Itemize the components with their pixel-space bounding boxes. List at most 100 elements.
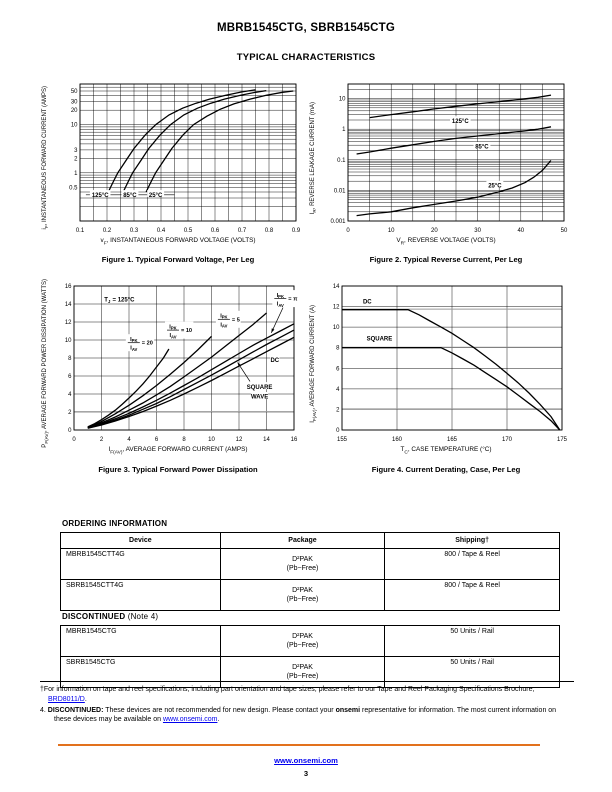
svg-text:25°C: 25°C: [488, 184, 502, 190]
svg-text:16: 16: [65, 284, 72, 290]
figure-2-x-axis-title: VR, REVERSE VOLTAGE (VOLTS): [396, 237, 496, 247]
svg-text:170: 170: [502, 437, 513, 443]
table-row: MBRB1545CTG D²PAK (Pb−Free) 50 Units / Ra…: [60, 625, 560, 657]
footer-website-link[interactable]: www.onsemi.com: [274, 756, 338, 765]
svg-text:0.5: 0.5: [184, 228, 193, 234]
svg-text:= 20: = 20: [142, 341, 153, 347]
device-cell: SBRB1545CTT4G: [60, 579, 221, 611]
svg-text:4: 4: [68, 392, 72, 398]
svg-text:4: 4: [336, 387, 340, 393]
svg-text:0.4: 0.4: [157, 228, 166, 234]
svg-text:6: 6: [336, 367, 340, 373]
svg-text:0: 0: [72, 437, 76, 443]
device-cell: MBRB1545CTG: [60, 625, 221, 657]
svg-text:6: 6: [68, 374, 72, 380]
svg-text:0.01: 0.01: [334, 188, 346, 194]
shipping-cell: 800 / Tape & Reel: [384, 548, 560, 580]
shipping-cell: 800 / Tape & Reel: [384, 579, 560, 611]
figure-2-y-axis-title: IR, REVERSE LEAKAGE CURRENT (mA): [310, 101, 318, 215]
svg-text:30: 30: [474, 228, 481, 234]
onsemi-link[interactable]: www.onsemi.com: [162, 716, 218, 724]
figure-1: iF, INSTANTANEOUS FORWARD CURRENT (AMPS)…: [38, 80, 306, 264]
footer: www.onsemi.com 3: [0, 749, 612, 778]
figure-2-caption: Figure 2. Typical Reverse Current, Per L…: [369, 255, 523, 265]
column-header-shipping: Shipping†: [384, 532, 560, 549]
figure-4: IF(AV), AVERAGE FORWARD CURRENT (A) 155 1…: [306, 282, 574, 473]
figure-4-caption: Figure 4. Current Derating, Case, Per Le…: [371, 464, 521, 474]
svg-text:10: 10: [339, 97, 346, 103]
svg-text:14: 14: [333, 284, 340, 290]
svg-text:125°C: 125°C: [452, 119, 469, 125]
ordering-table: Device Package Shipping† MBRB1545CTT4G D…: [60, 532, 560, 611]
ordering-information-heading: ORDERING INFORMATION: [62, 519, 168, 528]
svg-text:IPK: IPK: [169, 325, 176, 331]
page-title: MBRB1545CTG, SBRB1545CTG: [217, 22, 395, 34]
svg-text:175: 175: [557, 437, 568, 443]
svg-text:125°C: 125°C: [92, 193, 109, 199]
svg-text:DC: DC: [270, 358, 279, 364]
figure-2: IR, REVERSE LEAKAGE CURRENT (mA) 0 10 20 30…: [306, 80, 574, 264]
svg-text:WAVE: WAVE: [251, 395, 268, 401]
svg-text:0: 0: [336, 428, 340, 434]
svg-text:0.6: 0.6: [211, 228, 220, 234]
svg-text:2: 2: [336, 408, 340, 414]
footnote-discontinued: 4. DISCONTINUED: These devices are not r…: [40, 706, 557, 724]
column-header-package: Package: [219, 532, 386, 549]
svg-text:IAV: IAV: [169, 333, 176, 339]
svg-text:12: 12: [236, 437, 243, 443]
svg-text:8: 8: [68, 356, 72, 362]
svg-text:14: 14: [65, 302, 72, 308]
figure-3-caption: Figure 3. Typical Forward Power Dissipat…: [98, 464, 258, 474]
svg-text:160: 160: [392, 437, 403, 443]
svg-text:85°C: 85°C: [123, 193, 137, 199]
figure-3-y-axis-title: PF(AV), AVERAGE FORWARD POWER DISSIPATIO…: [42, 279, 50, 449]
footnotes-section: †For information on tape and reel specif…: [40, 681, 574, 725]
figure-2-chart: 0 10 20 30 40 50 10 1 0.1 0.01 0.001 125°C 85°C 25°C: [330, 83, 568, 234]
svg-text:25°C: 25°C: [149, 193, 163, 199]
svg-text:2: 2: [68, 410, 72, 416]
svg-text:0: 0: [346, 228, 350, 234]
svg-text:0.2: 0.2: [103, 228, 112, 234]
discontinued-table: MBRB1545CTG D²PAK (Pb−Free) 50 Units / Ra…: [60, 625, 560, 688]
svg-text:0.8: 0.8: [265, 228, 274, 234]
device-cell: SBRB1545CTG: [60, 656, 221, 688]
package-cell: D²PAK (Pb−Free): [219, 548, 386, 580]
svg-text:2: 2: [100, 437, 104, 443]
svg-text:SQUARE: SQUARE: [367, 337, 393, 343]
figure-3-x-axis-title: IF(AV), AVERAGE FORWARD CURRENT (AMPS): [108, 446, 248, 456]
svg-text:8: 8: [336, 346, 340, 352]
svg-text:10: 10: [65, 338, 72, 344]
svg-text:4: 4: [127, 437, 131, 443]
discontinued-note-ref: (Note 4): [125, 612, 159, 621]
svg-text:20: 20: [71, 108, 78, 114]
table-row: MBRB1545CTT4G D²PAK (Pb−Free) 800 / Tape …: [60, 548, 560, 580]
table-row: SBRB1545CTT4G D²PAK (Pb−Free) 800 / Tape …: [60, 579, 560, 611]
svg-text:85°C: 85°C: [475, 145, 489, 151]
figure-3-chart: 0 2 4 6 8 10 12 14 16 0 2 4 6 8 10 12 14 16 TJ = 125°C DC SQ…: [65, 284, 298, 443]
svg-text:= 5: = 5: [232, 318, 240, 324]
figure-1-x-axis-title: vF, INSTANTANEOUS FORWARD VOLTAGE (VOLTS…: [100, 237, 256, 247]
svg-text:165: 165: [447, 437, 458, 443]
figures-grid: iF, INSTANTANEOUS FORWARD CURRENT (AMPS)…: [38, 80, 574, 474]
svg-text:6: 6: [155, 437, 159, 443]
svg-text:IAV: IAV: [220, 323, 227, 329]
discontinued-section: DISCONTINUED (Note 4) MBRB1545CTG D²PAK(…: [60, 612, 560, 688]
svg-text:IAV: IAV: [130, 346, 137, 352]
package-cell: D²PAK (Pb−Free): [219, 656, 386, 688]
svg-text:50: 50: [71, 89, 78, 95]
svg-text:50: 50: [561, 228, 568, 234]
figure-1-y-axis-title: iF, INSTANTANEOUS FORWARD CURRENT (AMPS): [42, 86, 50, 230]
svg-text:= π: = π: [288, 297, 298, 303]
svg-text:IPK: IPK: [277, 293, 284, 299]
svg-text:40: 40: [517, 228, 524, 234]
ordering-table-header-row: Device Package Shipping†: [60, 532, 560, 549]
figure-4-y-axis-title: IF(AV), AVERAGE FORWARD CURRENT (A): [310, 304, 318, 423]
svg-text:IPK: IPK: [130, 337, 137, 343]
svg-text:30: 30: [71, 100, 78, 106]
svg-text:IAV: IAV: [277, 302, 284, 308]
svg-text:0.1: 0.1: [337, 158, 346, 164]
brd8011d-link[interactable]: BRD8011/D: [48, 695, 85, 703]
svg-text:10: 10: [388, 228, 395, 234]
svg-text:10: 10: [71, 123, 78, 129]
